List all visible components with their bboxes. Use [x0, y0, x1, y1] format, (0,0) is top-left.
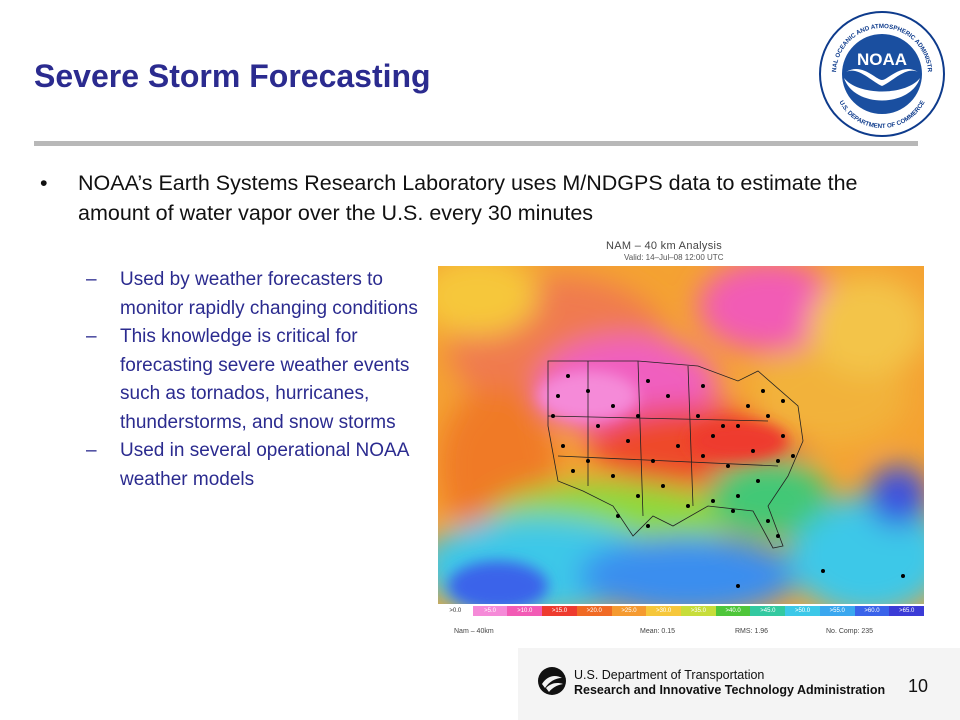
stats-count: No. Comp: 235 — [826, 628, 874, 635]
sub-bullet-marker: – — [86, 269, 97, 290]
sub-bullet: – Used by weather forecasters to monitor… — [86, 266, 426, 323]
legend-cell: >20.0 — [576, 606, 612, 616]
footer-bar — [518, 648, 960, 720]
legend-cell: >55.0 — [819, 606, 855, 616]
bullet-marker: • — [40, 171, 48, 195]
legend-cell: >60.0 — [854, 606, 890, 616]
map-title: NAM – 40 km Analysis — [606, 240, 723, 252]
legend-cell: >10.0 — [507, 606, 543, 616]
stats-mean: Mean: 0.15 — [640, 628, 676, 635]
sub-bullet: – Used in several operational NOAA weath… — [86, 437, 426, 494]
legend-cell: >5.0 — [472, 606, 508, 616]
sub-bullet-list: – Used by weather forecasters to monitor… — [86, 266, 426, 494]
legend-cell: >45.0 — [750, 606, 786, 616]
legend-cell: >50.0 — [785, 606, 820, 616]
noaa-logo-text: NOAA — [857, 50, 907, 69]
legend-cell: >0.0 — [438, 606, 473, 616]
main-bullet-text: NOAA’s Earth Systems Research Laboratory… — [78, 171, 858, 225]
slide-title: Severe Storm Forecasting — [34, 58, 431, 94]
footer-dot-name: U.S. Department of Transportation — [574, 668, 765, 682]
legend-cell: >25.0 — [611, 606, 647, 616]
sub-bullet: – This knowledge is critical for forecas… — [86, 323, 426, 437]
noaa-logo: NOAA NATIONAL OCEANIC AND ATMOSPHERIC AD… — [818, 10, 945, 137]
legend-cell: >35.0 — [681, 606, 716, 616]
sub-bullet-marker: – — [86, 440, 97, 461]
stats-model: Nam – 40km — [454, 628, 494, 635]
legend-cell: >15.0 — [542, 606, 577, 616]
dot-logo — [538, 667, 566, 695]
sub-bullet-marker: – — [86, 326, 97, 347]
map-valid-time: Valid: 14–Jul–08 12:00 UTC — [624, 253, 724, 262]
map-legend: >0.0 >5.0 >10.0 >15.0 >20.0 >25.0 >30.0 >35.0 >4… — [438, 606, 925, 616]
title-divider — [34, 141, 918, 146]
sub-bullet-text: Used in several operational NOAA weather… — [120, 440, 409, 490]
footer-rita-name: Research and Innovative Technology Admin… — [574, 683, 886, 697]
page-number: 10 — [908, 676, 929, 696]
sub-bullet-text: Used by weather forecasters to monitor r… — [120, 269, 418, 319]
legend-cell: >65.0 — [889, 606, 925, 616]
stats-rms: RMS: 1.96 — [735, 628, 769, 635]
water-vapor-map — [438, 266, 924, 604]
sub-bullet-text: This knowledge is critical for forecasti… — [120, 326, 410, 433]
legend-cell: >30.0 — [646, 606, 682, 616]
legend-cell: >40.0 — [715, 606, 751, 616]
